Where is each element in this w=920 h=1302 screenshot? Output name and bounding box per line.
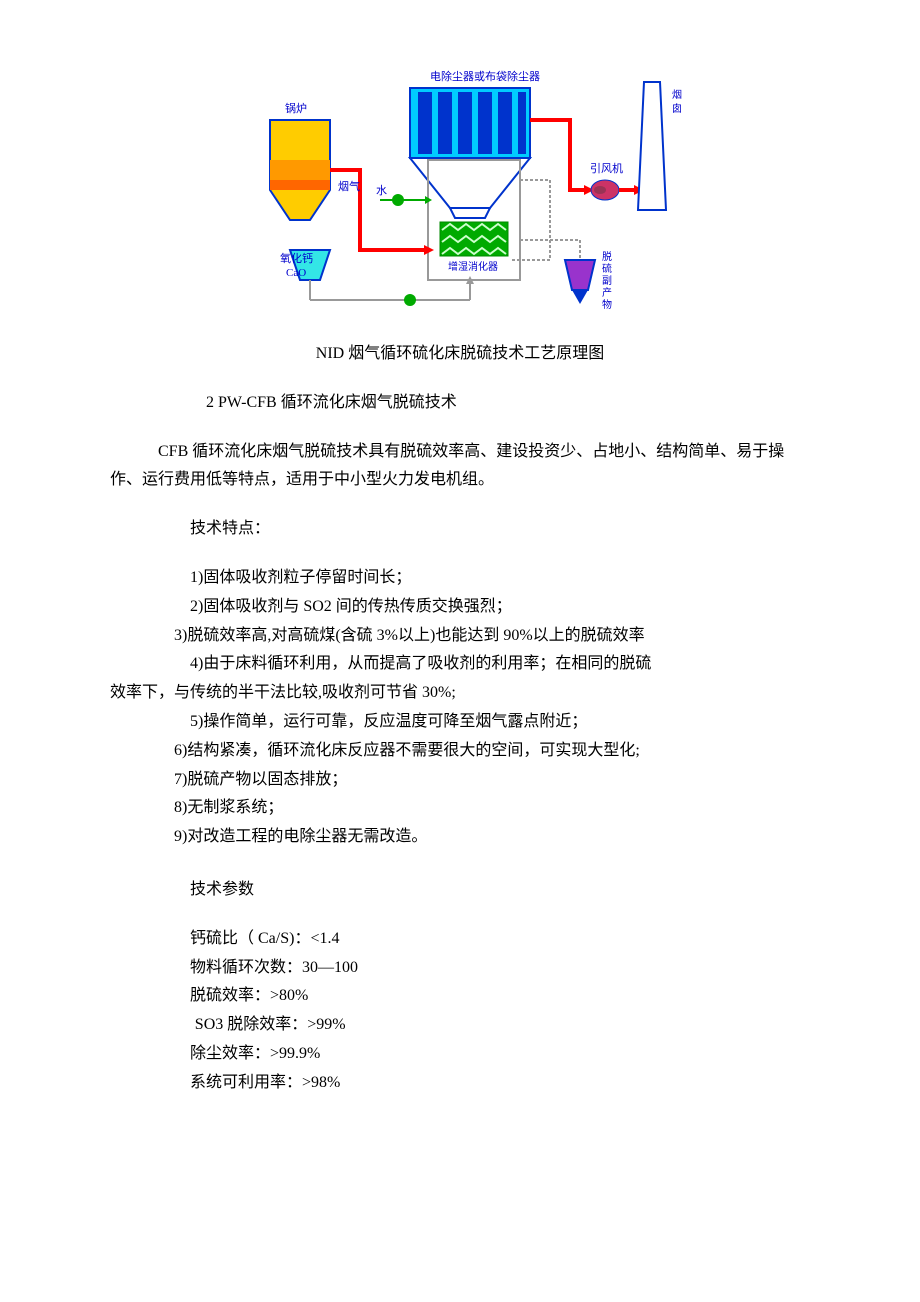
label-byproduct5: 物 (602, 298, 612, 311)
process-diagram: 电除尘器或布袋除尘器 增湿消化器 锅炉 烟气 (230, 60, 690, 330)
feature-5: 5)操作简单，运行可靠，反应温度可降至烟气露点附近； (110, 708, 810, 737)
feature-8: 8)无制浆系统； (110, 794, 810, 823)
feature-3: 3)脱硫效率高,对高硫煤(含硫 3%以上)也能达到 90%以上的脱硫效率 (110, 622, 810, 651)
param-4: SO3 脱除效率：>99% (110, 1011, 810, 1040)
param-6: 系统可利用率：>98% (110, 1069, 810, 1098)
diagram-container: 电除尘器或布袋除尘器 增湿消化器 锅炉 烟气 (110, 60, 810, 330)
label-byproduct4: 产 (602, 286, 612, 299)
label-fluegas: 烟气 (338, 179, 360, 193)
params-title: 技术参数 (110, 876, 810, 905)
label-byproduct3: 副 (602, 275, 612, 287)
label-stack1: 烟 (672, 88, 682, 101)
label-boiler: 锅炉 (285, 102, 307, 115)
feature-4a: 4)由于床料循环利用，从而提高了吸收剂的利用率；在相同的脱硫 (110, 650, 810, 679)
feature-7: 7)脱硫产物以固态排放； (110, 766, 810, 795)
section-title: 2 PW-CFB 循环流化床烟气脱硫技术 (110, 389, 810, 418)
label-fan: 引风机 (590, 161, 623, 175)
feature-1: 1)固体吸收剂粒子停留时间长； (110, 564, 810, 593)
feature-2: 2)固体吸收剂与 SO2 间的传热传质交换强烈； (110, 593, 810, 622)
label-humidifier: 增湿消化器 (448, 260, 498, 273)
label-stack2: 囱 (672, 102, 682, 115)
feature-6: 6)结构紧凑，循环流化床反应器不需要很大的空间，可实现大型化; (110, 737, 810, 766)
diagram-svg: 电除尘器或布袋除尘器 增湿消化器 锅炉 烟气 (230, 60, 690, 330)
intro-paragraph: CFB 循环流化床烟气脱硫技术具有脱硫效率高、建设投资少、占地小、结构简单、易于… (110, 438, 810, 496)
feature-4b: 效率下，与传统的半干法比较,吸收剂可节省 30%; (110, 679, 810, 708)
label-byproduct2: 硫 (602, 262, 612, 275)
params-list: 钙硫比（ Ca/S)：<1.4 物料循环次数：30—100 脱硫效率：>80% … (110, 925, 810, 1098)
features-title: 技术特点： (110, 515, 810, 544)
label-collector: 电除尘器或布袋除尘器 (430, 69, 540, 83)
label-water: 水 (376, 184, 387, 197)
feature-9: 9)对改造工程的电除尘器无需改造。 (110, 823, 810, 852)
label-cao-formula: CaO (286, 267, 306, 279)
label-cao: 氧化钙 (280, 251, 313, 265)
diagram-caption: NID 烟气循环硫化床脱硫技术工艺原理图 (110, 340, 810, 369)
label-byproduct1: 脱 (602, 250, 612, 263)
param-1: 钙硫比（ Ca/S)：<1.4 (110, 925, 810, 954)
features-list: 1)固体吸收剂粒子停留时间长； 2)固体吸收剂与 SO2 间的传热传质交换强烈；… (110, 564, 810, 852)
param-2: 物料循环次数：30—100 (110, 954, 810, 983)
param-5: 除尘效率：>99.9% (110, 1040, 810, 1069)
param-3: 脱硫效率：>80% (110, 982, 810, 1011)
